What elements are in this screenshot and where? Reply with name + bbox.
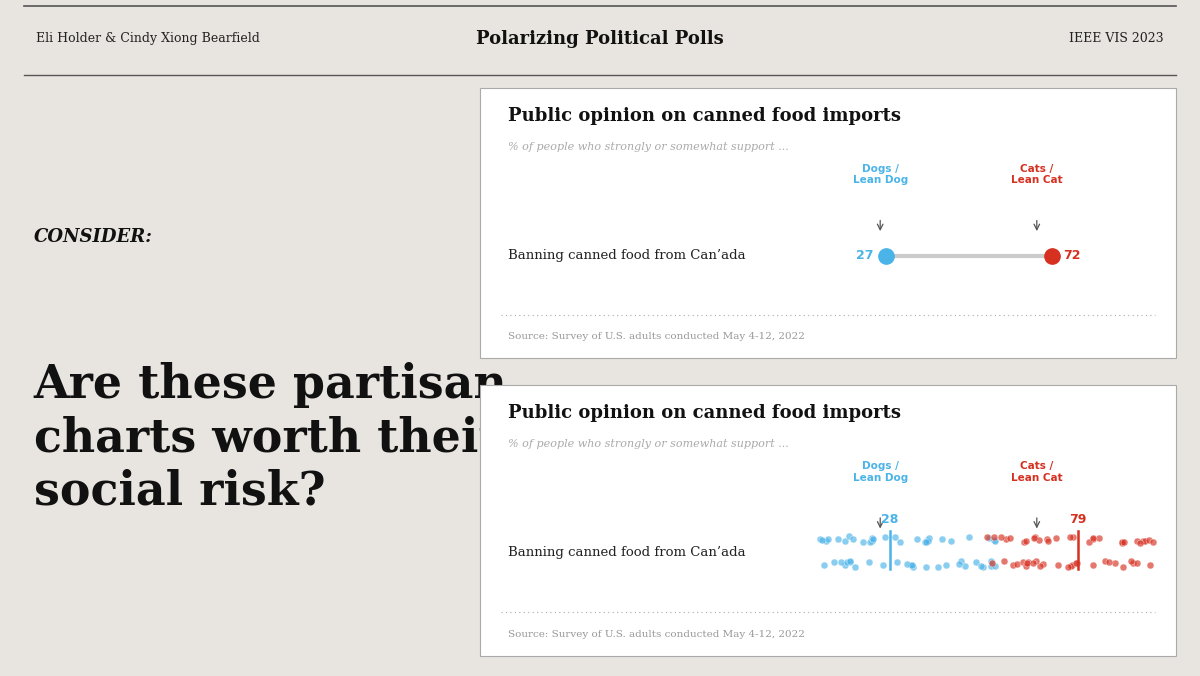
Text: % of people who strongly or somewhat support ...: % of people who strongly or somewhat sup… xyxy=(508,439,788,450)
Text: 79: 79 xyxy=(1069,513,1086,526)
Text: Polarizing Political Polls: Polarizing Political Polls xyxy=(476,30,724,48)
FancyBboxPatch shape xyxy=(480,88,1176,358)
Text: Banning canned food from Can’ada: Banning canned food from Can’ada xyxy=(508,249,745,262)
Text: IEEE VIS 2023: IEEE VIS 2023 xyxy=(1069,32,1164,45)
Text: Cats /
Lean Cat: Cats / Lean Cat xyxy=(1010,164,1063,185)
FancyBboxPatch shape xyxy=(480,385,1176,656)
Text: Source: Survey of U.S. adults conducted May 4-12, 2022: Source: Survey of U.S. adults conducted … xyxy=(508,629,805,639)
Text: Banning canned food from Can’ada: Banning canned food from Can’ada xyxy=(508,546,745,560)
Text: Cats /
Lean Cat: Cats / Lean Cat xyxy=(1010,461,1063,483)
Text: 27: 27 xyxy=(856,249,874,262)
Text: Dogs /
Lean Dog: Dogs / Lean Dog xyxy=(852,461,908,483)
Text: 72: 72 xyxy=(1063,249,1080,262)
Text: Public opinion on canned food imports: Public opinion on canned food imports xyxy=(508,404,901,422)
Text: Are these partisan
charts worth their
social risk?: Are these partisan charts worth their so… xyxy=(34,362,508,514)
Text: CONSIDER:: CONSIDER: xyxy=(34,228,152,246)
Text: Eli Holder & Cindy Xiong Bearfield: Eli Holder & Cindy Xiong Bearfield xyxy=(36,32,260,45)
Text: % of people who strongly or somewhat support ...: % of people who strongly or somewhat sup… xyxy=(508,142,788,152)
Text: 28: 28 xyxy=(881,513,899,526)
Text: Source: Survey of U.S. adults conducted May 4-12, 2022: Source: Survey of U.S. adults conducted … xyxy=(508,332,805,341)
Text: Dogs /
Lean Dog: Dogs / Lean Dog xyxy=(852,164,908,185)
Text: Public opinion on canned food imports: Public opinion on canned food imports xyxy=(508,107,901,125)
